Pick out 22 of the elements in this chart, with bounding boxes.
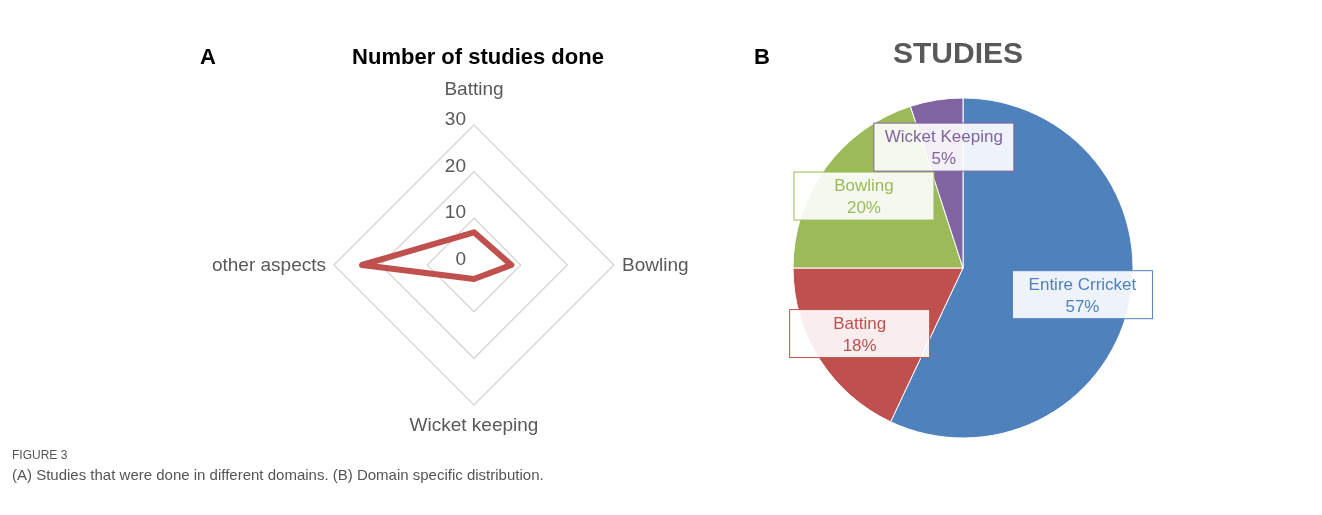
y-tick-label: 30 <box>444 108 466 129</box>
y-tick-label: 0 <box>455 248 466 269</box>
chart-title: STUDIES <box>892 36 1024 69</box>
y-tick-label: 20 <box>444 154 466 176</box>
text: B <box>754 44 770 70</box>
spoke-label: Bowling <box>622 254 689 275</box>
spoke-label: other aspects <box>211 254 326 275</box>
spoke-label: Batting <box>444 78 504 99</box>
slice-label: Entire Crricket <box>1028 274 1137 294</box>
caption: FIGURE 3 <box>12 448 69 462</box>
text: (A) Studies that were done in different domains. (B) Domain specific distribution. <box>12 466 544 483</box>
data-label: 20% <box>846 198 881 218</box>
y-tick-label: 10 <box>444 201 466 223</box>
slice-label: Bowling <box>834 176 894 196</box>
data-label: 18% <box>842 335 877 355</box>
text: A <box>200 44 216 70</box>
chart-title: Number of studies done <box>352 44 604 69</box>
slice-label: Wicket Keeping <box>884 127 1003 147</box>
slice-label: Batting <box>833 313 887 333</box>
data-label: 5% <box>931 149 957 169</box>
data-label: 57% <box>1065 296 1100 316</box>
spoke-label: Wicket keeping <box>409 414 539 435</box>
